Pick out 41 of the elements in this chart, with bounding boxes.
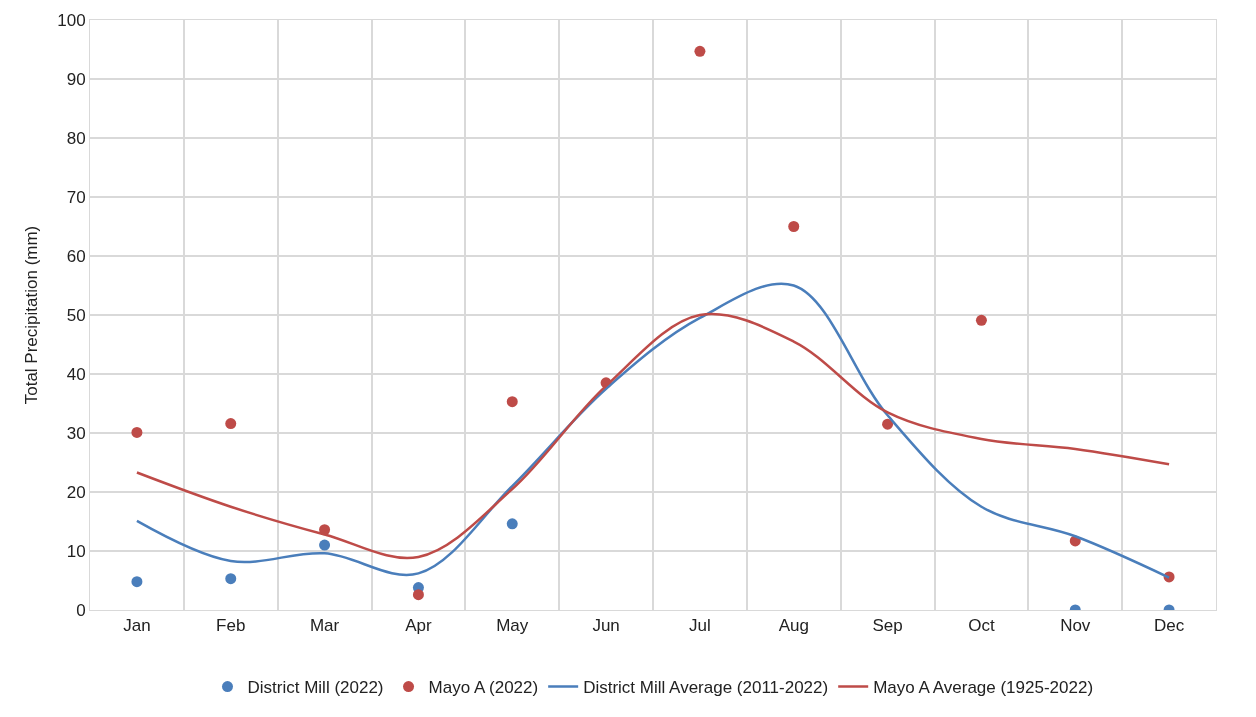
legend-label: District Mill Average (2011-2022) <box>583 678 829 698</box>
y-axis-title: Total Precipitation (mm) <box>21 225 41 405</box>
x-tick-label: Jul <box>689 616 711 636</box>
x-tick-label: Jan <box>123 616 151 636</box>
x-tick-label: May <box>496 616 529 636</box>
line-series <box>135 312 1171 560</box>
point <box>882 418 894 430</box>
x-tick-label: Dec <box>1153 616 1185 636</box>
y-tick-label: 70 <box>66 187 86 207</box>
y-tick-label: 20 <box>66 482 86 502</box>
x-tick-label: Jun <box>592 616 620 636</box>
x-tick-label: Feb <box>216 616 246 636</box>
y-tick-label: 50 <box>66 305 86 325</box>
x-tick-label: Oct <box>968 616 995 636</box>
legend-label: Mayo A Average (1925-2022) <box>873 678 1094 698</box>
x-tick-label: Sep <box>872 616 903 636</box>
y-tick-label: 90 <box>66 69 86 89</box>
y-tick-label: 80 <box>66 128 86 148</box>
x-tick-label: Mar <box>309 616 340 636</box>
x-tick-label: Aug <box>778 616 809 636</box>
point <box>319 539 331 551</box>
y-tick-label: 30 <box>66 423 86 443</box>
y-tick-label: 0 <box>76 600 86 620</box>
point <box>694 45 706 57</box>
point <box>506 518 518 530</box>
legend-label: District Mill (2022) <box>247 678 384 698</box>
legend-label: Mayo A (2022) <box>428 678 539 698</box>
y-tick-label: 100 <box>57 10 86 30</box>
point <box>131 426 143 438</box>
point <box>412 589 424 601</box>
y-tick-label: 10 <box>66 541 86 561</box>
point <box>225 418 237 430</box>
y-tick-label: 40 <box>66 364 86 384</box>
x-tick-label: Nov <box>1060 616 1091 636</box>
point <box>506 396 518 408</box>
y-tick-label: 60 <box>66 246 86 266</box>
point <box>788 221 800 232</box>
point <box>225 573 237 585</box>
point <box>131 576 143 588</box>
point <box>975 314 987 326</box>
x-tick-label: Apr <box>405 616 432 636</box>
